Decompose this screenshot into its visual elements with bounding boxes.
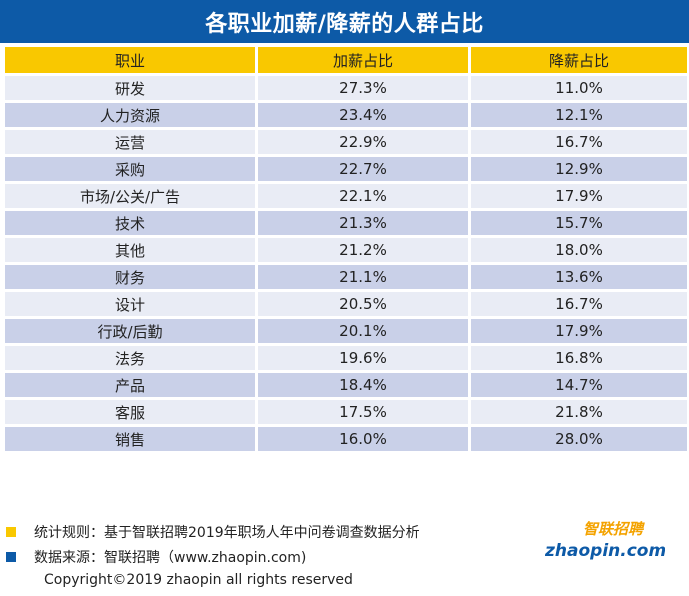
cell-cut-share: 16.7% xyxy=(471,292,687,316)
cell-cut-share: 28.0% xyxy=(471,427,687,451)
cell-cut-share: 12.9% xyxy=(471,157,687,181)
table-row: 客服 17.5% 21.8% xyxy=(5,400,687,424)
cell-cut-share: 17.9% xyxy=(471,319,687,343)
cell-cut-share: 18.0% xyxy=(471,238,687,262)
cell-cut-share: 17.9% xyxy=(471,184,687,208)
column-header-raise: 加薪占比 xyxy=(258,47,468,73)
cell-raise-share: 21.3% xyxy=(258,211,468,235)
cell-occupation: 设计 xyxy=(5,292,255,316)
table-row: 销售 16.0% 28.0% xyxy=(5,427,687,451)
blue-square-icon xyxy=(6,552,16,562)
cell-cut-share: 21.8% xyxy=(471,400,687,424)
cell-occupation: 采购 xyxy=(5,157,255,181)
cell-raise-share: 27.3% xyxy=(258,76,468,100)
cell-raise-share: 21.1% xyxy=(258,265,468,289)
cell-occupation: 其他 xyxy=(5,238,255,262)
cell-cut-share: 15.7% xyxy=(471,211,687,235)
legend-source: 数据来源：智联招聘（www.zhaopin.com) xyxy=(6,547,306,567)
legend-rule: 统计规则：基于智联招聘2019年职场人年中问卷调查数据分析 xyxy=(6,522,420,542)
cell-occupation: 市场/公关/广告 xyxy=(5,184,255,208)
table-header-row: 职业 加薪占比 降薪占比 xyxy=(5,47,687,73)
cell-raise-share: 16.0% xyxy=(258,427,468,451)
table-row: 采购 22.7% 12.9% xyxy=(5,157,687,181)
table-row: 人力资源 23.4% 12.1% xyxy=(5,103,687,127)
cell-cut-share: 12.1% xyxy=(471,103,687,127)
cell-occupation: 行政/后勤 xyxy=(5,319,255,343)
table-row: 财务 21.1% 13.6% xyxy=(5,265,687,289)
cell-occupation: 产品 xyxy=(5,373,255,397)
cell-occupation: 研发 xyxy=(5,76,255,100)
table-row: 运营 22.9% 16.7% xyxy=(5,130,687,154)
cell-raise-share: 22.9% xyxy=(258,130,468,154)
table-row: 市场/公关/广告 22.1% 17.9% xyxy=(5,184,687,208)
cell-cut-share: 14.7% xyxy=(471,373,687,397)
table-row: 技术 21.3% 15.7% xyxy=(5,211,687,235)
cell-raise-share: 19.6% xyxy=(258,346,468,370)
page-title: 各职业加薪/降薪的人群占比 xyxy=(0,0,689,43)
cell-occupation: 人力资源 xyxy=(5,103,255,127)
table-row: 其他 21.2% 18.0% xyxy=(5,238,687,262)
rule-text: 统计规则：基于智联招聘2019年职场人年中问卷调查数据分析 xyxy=(34,525,420,541)
data-table: 职业 加薪占比 降薪占比 研发 27.3% 11.0% 人力资源 23.4% 12.1% 运… xyxy=(2,44,689,454)
table-row: 研发 27.3% 11.0% xyxy=(5,76,687,100)
cell-raise-share: 17.5% xyxy=(258,400,468,424)
cell-occupation: 法务 xyxy=(5,346,255,370)
cell-raise-share: 22.1% xyxy=(258,184,468,208)
table-row: 产品 18.4% 14.7% xyxy=(5,373,687,397)
logo-domain-text: zhaopin.com xyxy=(545,541,665,561)
cell-occupation: 技术 xyxy=(5,211,255,235)
cell-occupation: 客服 xyxy=(5,400,255,424)
zhaopin-logo: 智联招聘 zhaopin.com xyxy=(545,520,665,561)
cell-cut-share: 16.8% xyxy=(471,346,687,370)
cell-raise-share: 20.5% xyxy=(258,292,468,316)
cell-raise-share: 18.4% xyxy=(258,373,468,397)
cell-raise-share: 22.7% xyxy=(258,157,468,181)
cell-occupation: 财务 xyxy=(5,265,255,289)
cell-raise-share: 21.2% xyxy=(258,238,468,262)
cell-cut-share: 13.6% xyxy=(471,265,687,289)
table-row: 行政/后勤 20.1% 17.9% xyxy=(5,319,687,343)
table-row: 设计 20.5% 16.7% xyxy=(5,292,687,316)
table-body: 研发 27.3% 11.0% 人力资源 23.4% 12.1% 运营 22.9% 16.7% 采购… xyxy=(5,76,687,451)
source-text: 数据来源：智联招聘（www.zhaopin.com) xyxy=(34,550,307,566)
yellow-square-icon xyxy=(6,527,16,537)
column-header-cut: 降薪占比 xyxy=(471,47,687,73)
cell-cut-share: 16.7% xyxy=(471,130,687,154)
copyright-text: Copyright©2019 zhaopin all rights reserv… xyxy=(44,572,353,588)
cell-occupation: 销售 xyxy=(5,427,255,451)
table-row: 法务 19.6% 16.8% xyxy=(5,346,687,370)
logo-brand-text: 智联招聘 xyxy=(583,520,645,538)
cell-raise-share: 23.4% xyxy=(258,103,468,127)
cell-occupation: 运营 xyxy=(5,130,255,154)
column-header-occupation: 职业 xyxy=(5,47,255,73)
cell-raise-share: 20.1% xyxy=(258,319,468,343)
cell-cut-share: 11.0% xyxy=(471,76,687,100)
